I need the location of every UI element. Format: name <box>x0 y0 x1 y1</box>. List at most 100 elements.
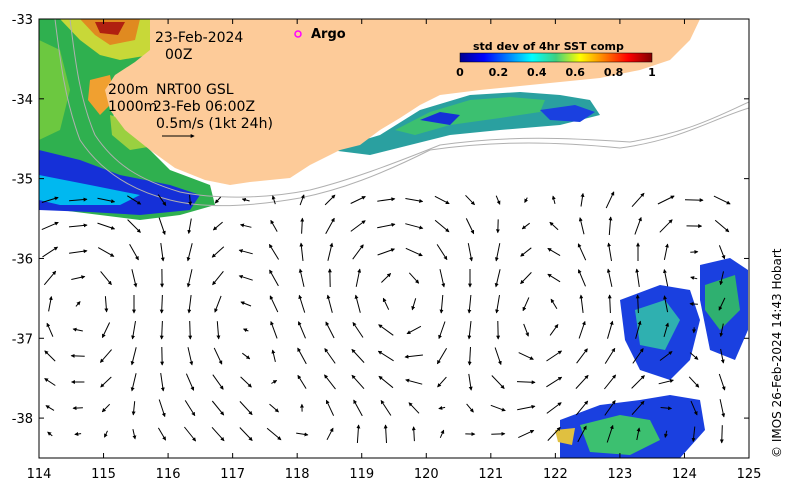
current-arrow-icon <box>271 380 278 384</box>
current-arrow-icon <box>465 194 475 206</box>
current-arrow-icon <box>663 268 669 287</box>
current-arrow-icon <box>437 376 447 388</box>
current-arrow-icon <box>580 192 585 207</box>
current-arrow-icon <box>663 322 669 338</box>
current-arrow-icon <box>354 294 361 313</box>
current-vector-field <box>41 191 731 444</box>
current-arrow-icon <box>524 197 529 203</box>
current-arrow-icon <box>550 298 558 310</box>
current-arrow-icon <box>48 295 53 312</box>
scale-label: 0.5m/s (1kt 24h) <box>156 116 273 132</box>
current-arrow-icon <box>659 219 673 233</box>
current-arrow-icon <box>718 297 726 311</box>
current-arrow-icon <box>689 301 698 306</box>
current-arrow-icon <box>575 374 589 389</box>
current-arrow-icon <box>604 400 616 416</box>
current-arrow-icon <box>578 217 585 235</box>
depth-1000-label: 1000m <box>108 99 157 115</box>
current-arrow-icon <box>45 405 55 411</box>
current-arrow-icon <box>160 243 165 262</box>
current-arrow-icon <box>382 297 390 310</box>
current-arrow-icon <box>241 352 251 360</box>
current-arrow-icon <box>547 273 561 283</box>
current-arrow-icon <box>517 404 536 411</box>
current-arrow-icon <box>377 222 396 229</box>
current-arrow-icon <box>547 247 561 257</box>
current-arrow-icon <box>405 247 423 257</box>
current-arrow-icon <box>326 294 333 313</box>
x-tick-label: 124 <box>672 467 697 482</box>
current-arrow-icon <box>212 374 224 390</box>
x-tick-label: 121 <box>478 467 503 482</box>
current-arrow-icon <box>325 217 335 234</box>
bathymetry-contours <box>54 19 749 207</box>
current-arrow-icon <box>467 243 474 262</box>
current-arrow-icon <box>297 347 307 365</box>
current-arrow-icon <box>240 301 252 307</box>
argo-label: Argo <box>311 27 346 42</box>
colorbar-tick-label: 0.2 <box>489 66 509 79</box>
current-arrow-icon <box>324 374 336 390</box>
current-arrow-icon <box>495 195 501 205</box>
y-tick-label: -37 <box>12 332 33 347</box>
current-arrow-icon <box>300 217 305 234</box>
current-arrow-icon <box>631 192 645 208</box>
x-tick-label: 115 <box>91 467 116 482</box>
current-arrow-icon <box>688 376 700 388</box>
current-arrow-icon <box>577 425 587 443</box>
current-arrow-icon <box>578 320 586 339</box>
current-arrow-icon <box>42 246 59 258</box>
current-arrow-icon <box>46 322 54 337</box>
y-axis: -33 -34 -35 -36 -37 -38 <box>12 13 749 427</box>
current-arrow-icon <box>635 268 640 287</box>
current-arrow-icon <box>47 431 53 437</box>
current-arrow-icon <box>546 376 563 388</box>
current-arrow-icon <box>546 402 562 414</box>
current-arrow-icon <box>577 243 587 261</box>
current-arrow-icon <box>434 195 450 205</box>
current-arrow-icon <box>576 348 588 364</box>
current-arrow-icon <box>406 325 422 335</box>
current-arrow-icon <box>326 427 334 441</box>
current-arrow-icon <box>74 431 82 436</box>
y-tick-label: -36 <box>12 252 33 267</box>
current-arrow-icon <box>41 196 59 203</box>
current-arrow-icon <box>269 403 280 413</box>
current-arrow-icon <box>101 403 111 413</box>
current-arrow-icon <box>378 375 394 389</box>
current-arrow-icon <box>518 429 535 439</box>
current-arrow-icon <box>663 243 669 260</box>
current-arrow-icon <box>352 321 364 338</box>
current-arrow-icon <box>127 219 141 233</box>
current-arrow-icon <box>69 249 88 254</box>
current-arrow-icon <box>434 219 450 233</box>
legend-title: std dev of 4hr SST comp <box>473 40 624 53</box>
current-arrow-icon <box>660 406 673 411</box>
current-arrow-icon <box>719 323 724 338</box>
current-arrow-icon <box>187 295 192 314</box>
current-arrow-icon <box>100 376 112 388</box>
current-arrow-icon <box>101 322 111 339</box>
x-tick-label: 118 <box>285 467 310 482</box>
current-arrow-icon <box>269 269 279 287</box>
current-arrow-icon <box>518 352 534 360</box>
current-arrow-icon <box>353 399 363 417</box>
current-arrow-icon <box>607 294 612 314</box>
current-arrow-icon <box>211 426 225 442</box>
current-arrow-icon <box>495 295 500 314</box>
current-arrow-icon <box>468 373 473 391</box>
current-arrow-icon <box>383 424 388 444</box>
current-arrow-icon <box>185 373 195 391</box>
current-arrow-icon <box>438 406 446 410</box>
current-arrow-icon <box>159 294 164 314</box>
current-arrow-icon <box>490 404 506 412</box>
current-arrow-icon <box>157 427 167 441</box>
current-arrow-icon <box>718 245 726 260</box>
current-arrow-icon <box>186 269 193 288</box>
current-arrow-icon <box>631 400 645 416</box>
current-arrow-icon <box>68 223 88 228</box>
current-arrow-icon <box>438 321 446 340</box>
current-arrow-icon <box>351 374 365 390</box>
current-arrow-icon <box>242 328 249 333</box>
current-arrow-icon <box>239 401 253 416</box>
